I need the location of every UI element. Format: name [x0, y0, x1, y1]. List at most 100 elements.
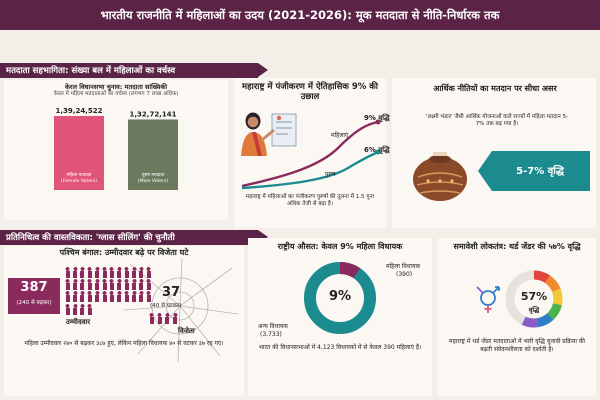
candidate-figure-icon: [87, 291, 93, 303]
candidates-label: उम्मीदवार: [65, 318, 91, 326]
winner-figure-icon: [157, 312, 163, 324]
candidate-figure-icon: [79, 266, 85, 278]
men-growth-label: 6% वृद्धि: [364, 146, 390, 154]
women-arc: [304, 262, 376, 334]
candidate-figure-icon: [65, 303, 71, 315]
candidates-value: 387: [20, 280, 48, 295]
women-line-label: महिलाएं: [331, 132, 349, 139]
candidate-figure-icon: [72, 266, 78, 278]
candidates-note: (240 से बढ़कर): [16, 300, 52, 306]
bar-1: [128, 119, 178, 190]
rainbow-segment: [505, 270, 563, 328]
kerala-bar-chart: 1,39,24,522 महिला मतदाता(Female Voters) 1,…: [54, 107, 178, 190]
national-center-value: 9%: [328, 289, 352, 304]
women-mla-label: महिला विधायक: [386, 263, 421, 270]
winner-figure-icon: [149, 312, 155, 324]
section-voter-label: मतदाता सहभागिता: संख्या बल में महिलाओं क…: [6, 66, 176, 76]
candidate-figure-icon: [94, 266, 100, 278]
candidate-figure-icon: [116, 291, 122, 303]
candidate-figure-icon: [131, 291, 137, 303]
candidate-figure-icon: [146, 266, 152, 278]
inclusive-center-value: 57%: [520, 290, 548, 303]
candidate-figure-icon: [79, 303, 85, 315]
national-donut-chart: [304, 262, 376, 334]
economic-title: आर्थिक नीतियों का मतदान पर सीधा असर: [433, 84, 557, 93]
page-header: भारतीय राजनीति में महिलाओं का उदय (2021-…: [0, 0, 600, 30]
women-mla-value: (390): [396, 271, 413, 278]
bar-category-label-1-1: (Male Voters): [138, 178, 169, 184]
section-voter-bar: मतदाता सहभागिता: संख्या बल में महिलाओं क…: [0, 63, 268, 78]
men-end-point: [375, 149, 381, 155]
bar-value-label-0: 1,39,24,522: [56, 107, 103, 115]
growth-arc: [505, 270, 563, 328]
savings-pot-icon: [413, 152, 467, 201]
candidate-figure-icon: [124, 279, 130, 291]
winners-pictogram: [148, 312, 214, 324]
bengal-caption: महिला उम्मीदवार २४० से बढ़कर ३८७ हुए, ले…: [24, 340, 224, 347]
glass-crack-decoration: [123, 257, 239, 363]
inclusive-donut-chart: [476, 270, 563, 328]
women-growth-label: 9% वृद्धि: [364, 114, 390, 122]
candidate-figure-icon: [109, 279, 115, 291]
candidate-figure-icon: [109, 291, 115, 303]
candidate-figure-icon: [138, 291, 144, 303]
bengal-title: पश्चिम बंगाल: उम्मीदवार बढ़े पर विजेता घ…: [59, 248, 189, 257]
candidate-figure-icon: [72, 303, 78, 315]
candidate-figure-icon: [146, 291, 152, 303]
candidate-figure-icon: [65, 279, 71, 291]
other-mla-label: अन्य विधायक: [258, 323, 288, 330]
women-end-point: [375, 119, 381, 125]
candidate-figure-icon: [65, 291, 71, 303]
rainbow-segment: [505, 270, 563, 328]
candidate-figure-icon: [72, 279, 78, 291]
candidate-figure-icon: [102, 291, 108, 303]
bar-value-label-1: 1,32,72,141: [130, 110, 177, 118]
other-mla-value: (3,733): [260, 331, 282, 338]
bar-category-label-1-0: पुरुष मतदाता: [141, 173, 164, 178]
candidate-figure-icon: [87, 266, 93, 278]
maharashtra-title: महाराष्ट्र में पंजीकरण में ऐतिहासिक 9% क…: [242, 82, 378, 103]
candidate-figure-icon: [94, 291, 100, 303]
candidate-figure-icon: [124, 266, 130, 278]
kerala-panel: [4, 80, 228, 220]
candidate-figure-icon: [79, 291, 85, 303]
national-title: राष्ट्रीय औसत: केवल 9% महिला विधायक: [277, 242, 403, 251]
candidate-figure-icon: [116, 279, 122, 291]
candidate-figure-icon: [109, 266, 115, 278]
economic-caption: 'लक्ष्मी भंडार' जैसी आर्थिक योजनाओं वाले…: [425, 114, 569, 128]
page-title: भारतीय राजनीति में महिलाओं का उदय (2021-…: [100, 7, 500, 22]
winners-value: 37: [162, 285, 181, 300]
candidate-figure-icon: [102, 266, 108, 278]
bar-0: [54, 116, 104, 190]
line-men: [241, 150, 379, 190]
winners-label: विजेता: [178, 327, 195, 335]
rainbow-segment: [505, 270, 563, 328]
bar-category-label-0-0: महिला मतदाता: [67, 171, 93, 178]
maharashtra-caption: महाराष्ट्र में महिलाओं का पंजीकरण पुरुषो…: [245, 194, 375, 208]
inclusive-caption: महाराष्ट्र में थर्ड जेंडर मतदाताओं में भ…: [449, 338, 585, 353]
kerala-title: केरल विधानसभा चुनाव: मतदाता सांख्यिकी: [64, 83, 168, 91]
candidate-figure-icon: [131, 279, 137, 291]
economic-badge: [478, 151, 590, 191]
section-representation-label: प्रतिनिधित्व की वास्तविकता: 'ग्लास सीलिं…: [6, 233, 175, 243]
economic-badge-value: 5-7% वृद्धि: [516, 166, 564, 177]
inclusive-center-label: वृद्धि: [528, 306, 540, 314]
men-line-label: पुरुष: [325, 171, 336, 178]
winners-note: (40 से घटकर): [150, 303, 182, 309]
candidate-figure-icon: [116, 266, 122, 278]
gender-symbol-icon: [476, 286, 500, 313]
national-caption: भारत की विधानसभाओं में 4,123 विधायकों मे…: [258, 344, 422, 351]
maharashtra-line-chart: [241, 119, 381, 190]
candidate-figure-icon: [138, 266, 144, 278]
winner-figure-icon: [172, 312, 178, 324]
section-representation-bar: प्रतिनिधित्व की वास्तविकता: 'ग्लास सीलिं…: [0, 230, 268, 245]
candidate-figure-icon: [79, 279, 85, 291]
candidate-figure-icon: [87, 279, 93, 291]
candidate-figure-icon: [138, 279, 144, 291]
candidate-figure-icon: [131, 266, 137, 278]
candidate-figure-icon: [87, 303, 93, 315]
candidate-figure-icon: [146, 279, 152, 291]
kerala-subtitle: केरल में महिला मतदाताओं का वर्चस्व (लगभग…: [53, 91, 179, 97]
bar-category-label-0-1: (Female Voters): [61, 178, 97, 184]
inclusive-title: समावेशी लोकतंत्र: थर्ड जेंडर की ५७% वृद्…: [453, 242, 581, 251]
